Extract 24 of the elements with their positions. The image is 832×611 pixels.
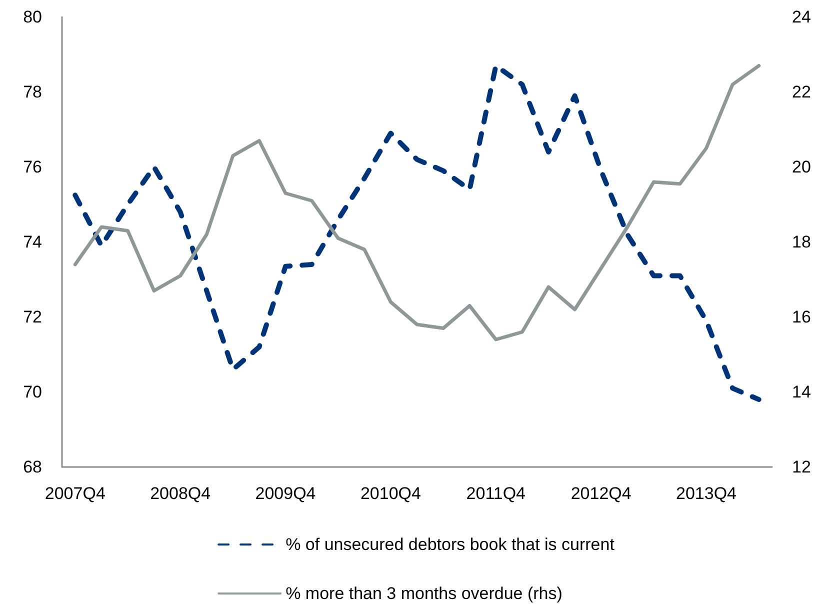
y2-tick-label: 20: [792, 158, 811, 176]
y-tick-label: 76: [23, 158, 42, 176]
y2-tick-label: 12: [792, 458, 811, 476]
y-tick-label: 74: [23, 232, 42, 252]
x-tick-label: 2009Q4: [255, 484, 316, 503]
legend-label: % of unsecured debtors book that is current: [286, 535, 615, 554]
y2-tick-label: 16: [792, 308, 811, 326]
line-series: [73, 64, 761, 342]
x-tick-label: 2010Q4: [360, 484, 421, 503]
x-tick-label: 2012Q4: [570, 484, 632, 503]
y2-tick-label: 24: [792, 8, 811, 26]
x-tick-label: 2007Q4: [44, 484, 106, 503]
y2-tick-label: 18: [792, 232, 811, 252]
y-tick-label: 80: [23, 8, 42, 26]
y-tick-label: 78: [23, 82, 42, 102]
y-tick-label: 68: [23, 458, 42, 476]
x-tick-label: 2008Q4: [150, 484, 211, 503]
y-tick-label: 70: [23, 382, 42, 402]
y-tick-label: 72: [23, 308, 42, 326]
legend-label: % more than 3 months overdue (rhs): [286, 584, 562, 603]
x-tick-label: 2011Q4: [466, 484, 526, 503]
y2-tick-label: 22: [792, 82, 811, 102]
y2-tick-label: 14: [792, 382, 811, 402]
x-tick-label: 2013Q4: [676, 484, 737, 503]
